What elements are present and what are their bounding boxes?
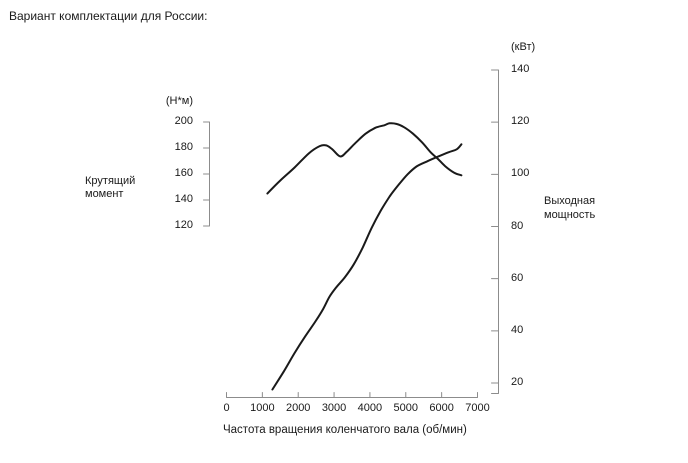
torque-axis xyxy=(203,121,210,227)
rpm-tick-label: 7000 xyxy=(465,402,490,414)
power-axis-name-line1: Выходная xyxy=(544,195,596,207)
torque-tick-label: 120 xyxy=(174,219,193,231)
rpm-tick-label: 4000 xyxy=(357,402,383,414)
x-axis xyxy=(226,392,478,398)
power-curve xyxy=(271,143,463,391)
power-tick-label: 40 xyxy=(511,323,524,336)
torque-tick-label: 180 xyxy=(174,141,193,153)
power-tick-label: 120 xyxy=(511,115,530,128)
axes-group xyxy=(203,69,499,398)
rpm-tick-label: 3000 xyxy=(321,402,347,414)
power-tick-label: 80 xyxy=(511,219,524,232)
power-axis-name-line2: мощность xyxy=(544,209,596,221)
rpm-tick-label: 6000 xyxy=(429,402,454,414)
torque-axis-unit: (Н*м) xyxy=(165,95,193,107)
figure-title: Вариант комплектации для России: xyxy=(9,9,208,23)
torque-tick-label: 160 xyxy=(174,167,193,179)
torque-axis-name-line2: момент xyxy=(85,188,124,200)
torque-tick-label: 200 xyxy=(174,115,193,127)
power-tick-label: 60 xyxy=(511,271,524,284)
power-axis-name: Выходная мощность xyxy=(544,194,595,222)
torque-axis-name: Крутящий момент xyxy=(85,175,135,201)
torque-axis-name-line1: Крутящий xyxy=(85,175,136,187)
power-axis-unit: (кВт) xyxy=(511,41,536,53)
curves-group xyxy=(266,122,463,391)
power-tick-label: 100 xyxy=(511,167,530,180)
rpm-tick-label: 5000 xyxy=(393,402,419,414)
power-axis xyxy=(491,69,499,394)
rpm-tick-label: 0 xyxy=(223,402,230,414)
power-tick-label: 140 xyxy=(511,63,530,75)
torque-tick-label: 140 xyxy=(174,193,193,205)
rpm-tick-label: 1000 xyxy=(250,402,275,414)
power-tick-label: 20 xyxy=(511,376,524,388)
torque-curve xyxy=(266,122,463,195)
rpm-tick-label: 2000 xyxy=(285,402,311,414)
x-axis-title: Частота вращения коленчатого вала (об/ми… xyxy=(223,424,467,436)
